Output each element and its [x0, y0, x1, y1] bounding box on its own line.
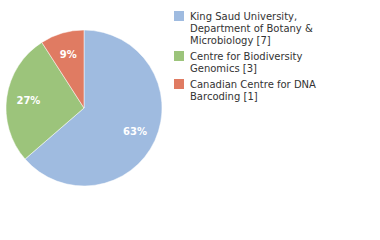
legend-swatch	[174, 11, 184, 21]
legend: King Saud University,Department of Botan…	[174, 11, 316, 102]
data-label: 63%	[123, 126, 147, 137]
chart: 63% 27% 9% King Saud University,Department …	[0, 0, 380, 240]
data-labels: 63% 27% 9%	[16, 49, 147, 137]
pie	[6, 30, 162, 186]
data-label: 9%	[60, 49, 77, 60]
pie-slice	[42, 30, 84, 108]
data-label: 27%	[16, 95, 40, 106]
legend-swatch	[174, 79, 184, 89]
legend-label: Canadian Centre for DNABarcoding [1]	[190, 79, 316, 102]
legend-swatch	[174, 51, 184, 61]
legend-label: Centre for BiodiversityGenomics [3]	[190, 51, 303, 74]
legend-label: King Saud University,Department of Botan…	[190, 11, 313, 46]
